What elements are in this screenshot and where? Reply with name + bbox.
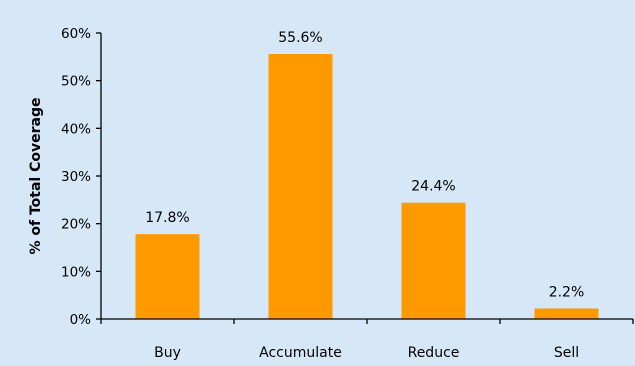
x-category-label: Accumulate (259, 345, 342, 361)
y-tick-label: 0% (70, 312, 92, 328)
x-category-label: Buy (154, 345, 181, 361)
bar-buy (135, 234, 200, 319)
bar-sell (534, 308, 599, 319)
x-category-label: Sell (554, 345, 579, 361)
axes (100, 33, 634, 324)
bar-reduce (401, 202, 466, 319)
bars (135, 53, 599, 320)
y-axis-label-group: % of Total Coverage (28, 98, 44, 255)
y-tick-label: 60% (61, 26, 91, 42)
y-tick-label: 40% (61, 121, 91, 137)
data-label-accumulate: 55.6% (278, 30, 322, 46)
x-category-label: Reduce (408, 345, 460, 361)
data-labels: 17.8% 55.6% 24.4% 2.2% (145, 30, 584, 301)
bar-accumulate (268, 53, 333, 320)
y-axis-ticks: 0% 10% 20% 30% 40% 50% 60% (61, 26, 101, 328)
y-tick-label: 30% (61, 169, 91, 185)
y-tick-label: 10% (61, 264, 91, 280)
data-label-buy: 17.8% (145, 210, 189, 226)
data-label-reduce: 24.4% (411, 179, 455, 195)
x-axis-categories: Buy Accumulate Reduce Sell (154, 345, 579, 361)
y-axis-label: % of Total Coverage (28, 98, 44, 255)
y-tick-label: 50% (61, 74, 91, 90)
data-label-sell: 2.2% (549, 285, 585, 301)
y-tick-label: 20% (61, 217, 91, 233)
